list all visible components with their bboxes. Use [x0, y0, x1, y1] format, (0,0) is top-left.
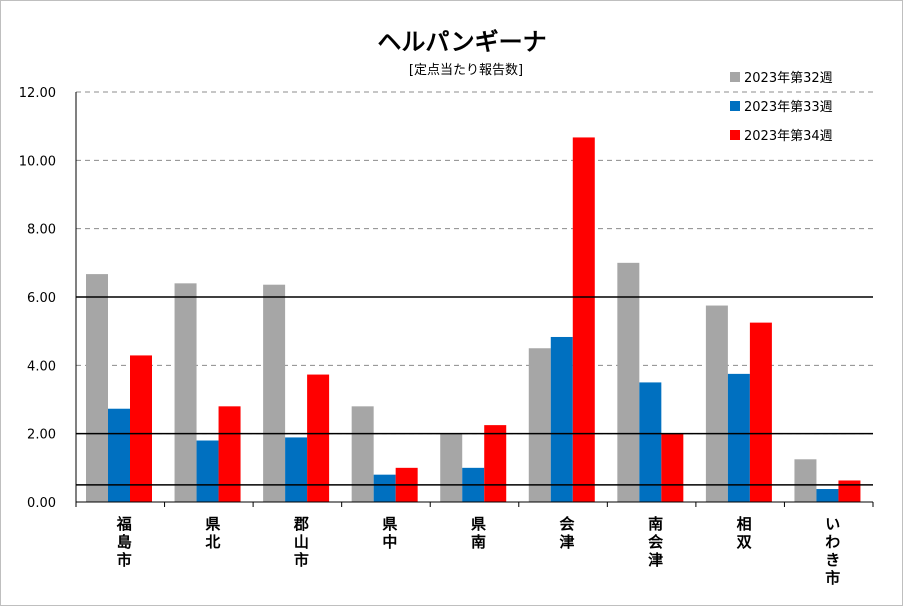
- y-tick-label: 8.00: [27, 223, 56, 238]
- bar: [196, 440, 219, 502]
- bar: [263, 284, 286, 502]
- bar: [130, 355, 152, 502]
- bar: [108, 408, 130, 502]
- y-tick-label: 4.00: [27, 359, 56, 374]
- category-label: 福島市: [116, 515, 132, 569]
- legend-label: 2023年第34週: [744, 129, 833, 144]
- category-label: 南会津: [648, 515, 663, 569]
- bar: [550, 336, 573, 502]
- bar: [373, 474, 396, 502]
- category-label: 県南: [471, 515, 486, 551]
- bar: [440, 433, 463, 502]
- legend-label: 2023年第32週: [744, 71, 833, 86]
- category-label: 相双: [737, 515, 752, 551]
- category-label: 県北: [205, 515, 220, 551]
- category-label: 郡山市: [293, 515, 309, 569]
- bar: [794, 459, 817, 502]
- bar: [705, 305, 728, 502]
- bar: [749, 322, 772, 502]
- y-tick-label: 0.00: [27, 496, 56, 511]
- y-tick-label: 6.00: [27, 291, 56, 306]
- bar: [816, 489, 839, 502]
- bar: [617, 262, 640, 502]
- category-label: いわき市: [825, 515, 840, 587]
- axes: [75, 92, 874, 507]
- category-labels: 福島市 県北 郡山市 県中 県南 会津 南会津 相双 いわき市: [116, 515, 840, 587]
- bar: [727, 373, 750, 502]
- bar: [838, 480, 861, 502]
- legend-swatch: [730, 101, 740, 111]
- legend-swatch: [730, 130, 740, 140]
- bar: [174, 283, 197, 502]
- legend-label: 2023年第33週: [744, 100, 833, 115]
- chart-subtitle: [定点当たり報告数]: [409, 63, 523, 78]
- bar: [218, 406, 241, 502]
- bar: [639, 382, 662, 502]
- bar: [661, 433, 684, 502]
- bar: [484, 425, 507, 502]
- y-tick-label: 2.00: [27, 428, 56, 443]
- bar: [528, 348, 551, 502]
- bar: [86, 274, 108, 502]
- legend-swatch: [730, 72, 740, 82]
- bar: [307, 374, 330, 502]
- y-tick-label: 12.00: [19, 86, 56, 101]
- bar: [572, 137, 595, 503]
- reference-lines: [76, 296, 873, 486]
- category-label: 会津: [560, 515, 575, 551]
- y-tick-labels: 0.00 2.00 4.00 6.00 8.00 10.00 12.00: [19, 86, 56, 511]
- legend: 2023年第32週 2023年第33週 2023年第34週: [730, 71, 833, 144]
- category-label: 県中: [382, 515, 397, 551]
- y-tick-label: 10.00: [19, 154, 56, 169]
- bars: [86, 137, 861, 503]
- bar: [285, 437, 308, 502]
- chart-title: ヘルパンギーナ: [377, 28, 546, 56]
- bar: [351, 406, 374, 502]
